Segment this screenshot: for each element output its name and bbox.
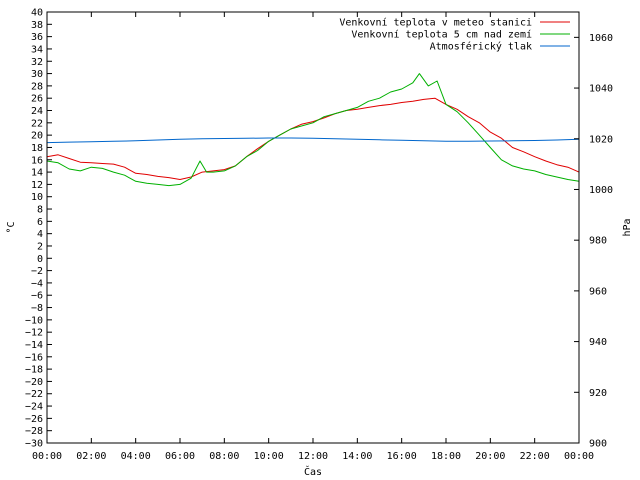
y-left-tick-label: 22: [31, 118, 43, 129]
x-tick-label: 14:00: [342, 451, 372, 462]
x-tick-label: 22:00: [520, 451, 550, 462]
y-left-tick-label: 36: [31, 32, 43, 43]
y-right-tick-label: 1000: [589, 185, 613, 196]
y-right-tick-label: 1040: [589, 84, 613, 95]
y-axis-left-title: °C: [6, 221, 17, 233]
x-tick-label: 16:00: [387, 451, 417, 462]
y-right-tick-label: 900: [589, 439, 607, 450]
series-layer: [46, 73, 580, 187]
y-right-tick-label: 960: [589, 286, 607, 297]
y-left-tick-label: 32: [31, 57, 43, 68]
y-left-tick-label: 14: [31, 168, 43, 179]
x-tick-label: 04:00: [121, 451, 151, 462]
y-left-tick-label: −2: [31, 266, 43, 277]
y-left-tick-label: −10: [25, 315, 43, 326]
y-left-tick-label: 12: [31, 180, 43, 191]
y-left-tick-label: −12: [25, 328, 43, 339]
x-tick-label: 10:00: [254, 451, 284, 462]
y-left-tick-label: 8: [37, 205, 43, 216]
legend-label: Atmosférický tlak: [430, 41, 532, 53]
y-left-tick-label: 40: [31, 8, 43, 19]
y-left-tick-label: −18: [25, 365, 43, 376]
y-left-tick-label: −24: [25, 402, 43, 413]
y-right-tick-label: 980: [589, 236, 607, 247]
y-left-tick-label: 18: [31, 143, 43, 154]
y-left-tick-label: 10: [31, 192, 43, 203]
y-right-tick-label: 940: [589, 337, 607, 348]
y-left-tick-label: −26: [25, 414, 43, 425]
x-tick-label: 08:00: [209, 451, 239, 462]
x-tick-label: 20:00: [475, 451, 505, 462]
y-left-tick-label: 4: [37, 229, 43, 240]
x-axis-title: Čas: [304, 465, 322, 478]
y-left-tick-label: 6: [37, 217, 43, 228]
series-line-0: [46, 97, 580, 180]
y-left-tick-label: −8: [31, 303, 43, 314]
y-left-tick-label: 20: [31, 131, 43, 142]
y-left-tick-label: 30: [31, 69, 43, 80]
y-left-tick-label: −6: [31, 291, 43, 302]
legend-label: Venkovní teplota 5 cm nad zemí: [351, 29, 532, 41]
y-left-tick-label: −4: [31, 278, 43, 289]
y-left-tick-label: 2: [37, 241, 43, 252]
series-line-1: [46, 73, 580, 187]
x-tick-label: 00:00: [32, 451, 62, 462]
labels-layer: 4038363432302826242220181614121086420−2−…: [25, 8, 613, 463]
y-left-tick-label: 24: [31, 106, 43, 117]
y-left-tick-label: −14: [25, 340, 43, 351]
legend-label: Venkovní teplota v meteo stanici: [339, 17, 532, 29]
y-left-tick-label: −30: [25, 439, 43, 450]
y-left-tick-label: 26: [31, 94, 43, 105]
x-tick-label: 18:00: [431, 451, 461, 462]
x-tick-label: 06:00: [165, 451, 195, 462]
y-right-tick-label: 1060: [589, 33, 613, 44]
y-axis-right-title: hPa: [622, 218, 633, 236]
y-right-tick-label: 920: [589, 388, 607, 399]
y-left-tick-label: −20: [25, 377, 43, 388]
y-left-tick-label: 16: [31, 155, 43, 166]
y-left-tick-label: 34: [31, 44, 43, 55]
series-line-2: [46, 137, 580, 144]
y-left-tick-label: 38: [31, 20, 43, 31]
y-left-tick-label: 0: [37, 254, 43, 265]
y-left-tick-label: −22: [25, 389, 43, 400]
x-tick-label: 02:00: [76, 451, 106, 462]
y-left-tick-label: −16: [25, 352, 43, 363]
legend: Venkovní teplota v meteo staniciVenkovní…: [339, 17, 570, 53]
y-left-tick-label: 28: [31, 81, 43, 92]
ticks-layer: [46, 11, 580, 444]
x-tick-label: 00:00: [564, 451, 594, 462]
x-tick-label: 12:00: [298, 451, 328, 462]
y-left-tick-label: −28: [25, 426, 43, 437]
y-right-tick-label: 1020: [589, 134, 613, 145]
